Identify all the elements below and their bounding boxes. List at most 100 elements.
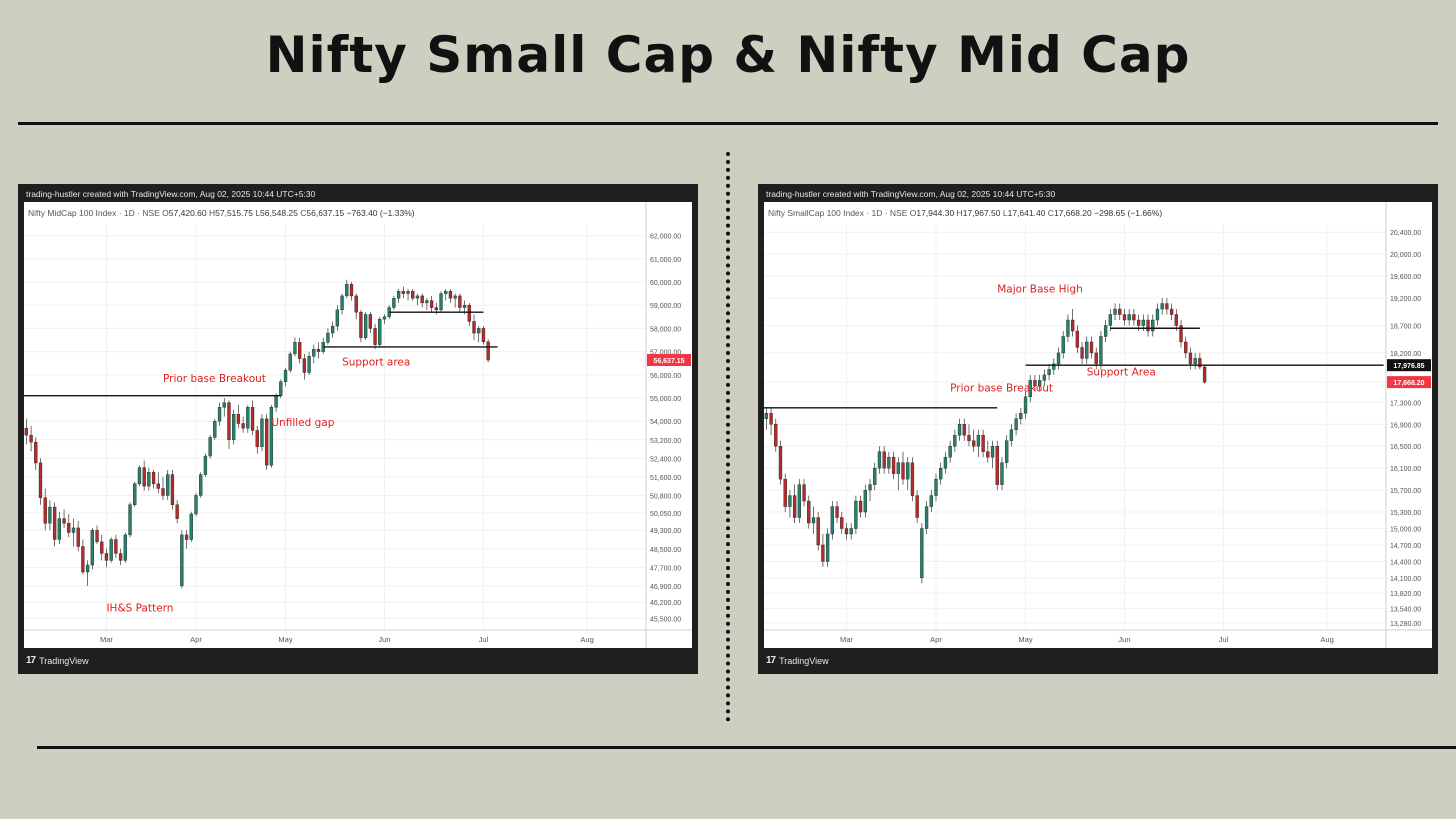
candlestick-chart-midcap[interactable]: Nifty MidCap 100 Index · 1D · NSE O57,42… <box>24 202 692 648</box>
candle <box>1028 374 1032 403</box>
candle <box>373 323 377 350</box>
candle-body <box>293 342 297 355</box>
candle-body <box>967 435 971 441</box>
candle <box>406 288 410 301</box>
candle-body <box>363 314 368 338</box>
candle <box>1184 336 1188 359</box>
candle-body <box>1094 352 1098 365</box>
candle <box>109 537 113 563</box>
candle-body <box>1169 308 1174 315</box>
candle <box>943 451 948 474</box>
candle-body <box>335 309 340 327</box>
candle-body <box>1042 374 1047 381</box>
candle <box>467 302 471 327</box>
candle <box>62 509 66 528</box>
annotation-label: Unfilled gap <box>271 417 334 429</box>
candle <box>85 560 90 586</box>
header-change-value: −298.65 (−1.66%) <box>1094 208 1162 218</box>
candle <box>142 460 146 491</box>
y-tick-label: 19,200.00 <box>1390 296 1421 303</box>
candle-body <box>180 534 184 587</box>
candle-body <box>213 420 217 438</box>
candle <box>349 282 354 301</box>
candle <box>283 367 288 387</box>
candle <box>34 437 38 470</box>
candle <box>161 476 165 501</box>
candle <box>906 457 910 491</box>
candle-body <box>38 462 43 498</box>
chart-credit: trading-hustler created with TradingView… <box>26 189 316 199</box>
candle-body <box>1085 341 1089 359</box>
candle-body <box>1174 314 1178 326</box>
y-tick-label: 13,820.00 <box>1390 591 1421 598</box>
candle <box>1193 352 1197 370</box>
candle-body <box>250 407 255 431</box>
chart-background <box>764 202 1432 648</box>
last-price-label-bg <box>647 354 691 367</box>
candle <box>260 414 264 452</box>
candle-body <box>1014 418 1018 430</box>
candle-body <box>481 328 486 343</box>
candle <box>340 293 344 315</box>
candle <box>929 490 933 513</box>
candle-body <box>1066 319 1070 337</box>
candle-body <box>24 427 29 436</box>
candle-body <box>477 328 481 334</box>
candle-body <box>1047 369 1051 376</box>
candle <box>891 451 896 480</box>
candle <box>1085 336 1089 364</box>
candle-body <box>326 332 330 343</box>
bottom-rule <box>37 746 1456 749</box>
annotation-label: IH&S Pattern <box>106 602 173 614</box>
chart-background <box>24 202 692 648</box>
marker-price-label: 17,976.85 <box>1393 363 1424 370</box>
candle-body <box>368 314 373 329</box>
candle <box>783 473 787 513</box>
candle-body <box>236 414 241 424</box>
y-tick-label: 13,540.00 <box>1390 607 1421 614</box>
candle-body <box>312 349 316 357</box>
y-tick-label: 15,000.00 <box>1390 527 1421 534</box>
candle-body <box>71 527 76 533</box>
candle-body <box>1037 380 1042 387</box>
candle <box>868 479 872 502</box>
annotation-label: Major Base High <box>997 284 1083 296</box>
candle-body <box>448 291 453 299</box>
candle-body <box>378 318 382 345</box>
candle-body <box>104 553 109 561</box>
candle <box>67 514 71 538</box>
candle <box>52 502 57 547</box>
candle <box>1047 363 1051 381</box>
candle-body <box>1127 314 1131 321</box>
candle-body <box>411 291 415 299</box>
candle-body <box>1033 380 1037 387</box>
candle-body <box>948 446 952 458</box>
header-close-value: 17,668.20 <box>1054 208 1094 218</box>
header-symbol: Nifty MidCap 100 Index · 1D · NSE <box>28 208 162 218</box>
y-tick-label: 15,300.00 <box>1390 510 1421 517</box>
candle <box>415 293 420 306</box>
candle-body <box>62 518 66 524</box>
candle <box>1080 341 1084 364</box>
last-price-label: 17,668.20 <box>1393 380 1424 387</box>
candle <box>166 469 170 501</box>
candle <box>1151 314 1155 337</box>
tradingview-logo-text: TradingView <box>39 655 89 666</box>
candle <box>1005 435 1009 469</box>
candle-body <box>1019 413 1023 419</box>
candle-body <box>274 395 278 408</box>
candle <box>293 337 297 357</box>
candle-body <box>147 472 151 487</box>
candle <box>232 409 236 445</box>
candle-body <box>161 488 165 496</box>
candle <box>1042 369 1047 386</box>
candle-body <box>406 291 410 294</box>
candle <box>1127 309 1131 326</box>
candle-body <box>957 424 962 436</box>
candle-body <box>873 467 877 485</box>
candle <box>811 506 816 534</box>
candle <box>382 314 387 324</box>
candlestick-chart-smallcap[interactable]: Nifty SmallCap 100 Index · 1D · NSE O17,… <box>764 202 1432 648</box>
candle <box>81 539 85 575</box>
candle <box>1052 358 1056 375</box>
